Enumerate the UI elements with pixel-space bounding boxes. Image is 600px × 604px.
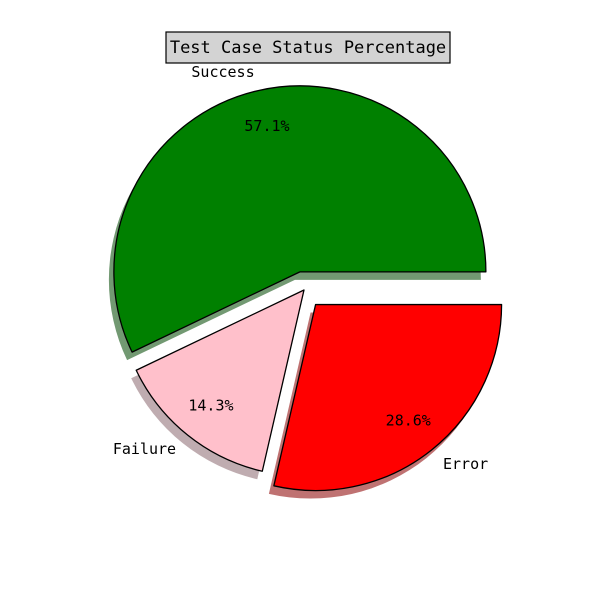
slice-percent-failure: 14.3% [188,397,233,415]
chart-title: Test Case Status Percentage [170,38,446,58]
slice-percent-error: 28.6% [386,411,431,429]
pie-slice-error [273,303,503,492]
slice-label-success: Success [191,63,254,81]
label-layer: Success 57.1% Failure 14.3% Error 28.6% [113,63,488,473]
pie-slice-failure [135,289,305,472]
pie-slice-success [113,85,487,353]
slice-percent-success: 57.1% [244,117,289,135]
title-box [165,31,451,64]
slice-label-failure: Failure [113,440,176,458]
slice-label-error: Error [443,455,488,473]
slice-layer [113,85,503,492]
chart-title-box: Test Case Status Percentage [165,31,451,64]
